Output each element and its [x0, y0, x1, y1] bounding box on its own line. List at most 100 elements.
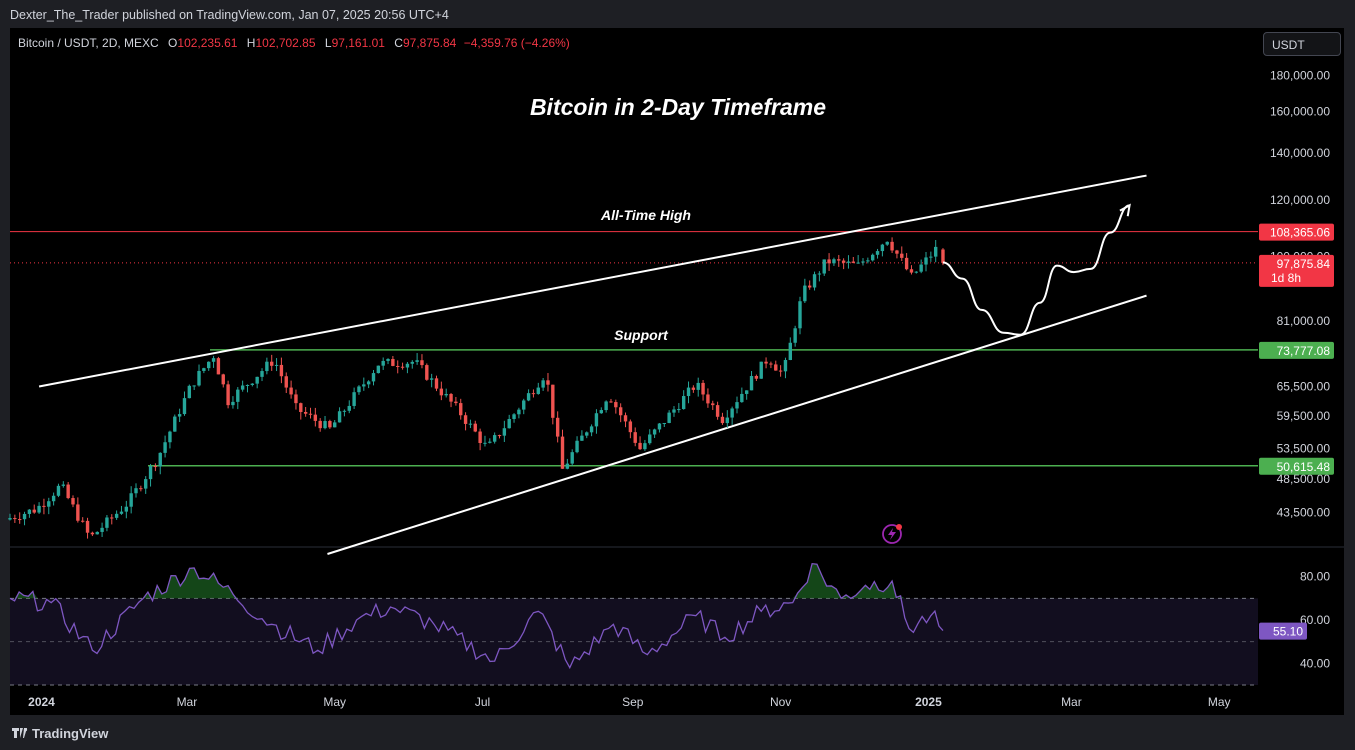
- candle-body: [260, 371, 264, 377]
- candle-body: [366, 381, 371, 385]
- candle-body: [420, 360, 424, 366]
- candle-body: [110, 517, 114, 519]
- candle-body: [17, 519, 22, 521]
- candle-body: [478, 431, 482, 443]
- candle-body: [880, 244, 885, 252]
- candle-body: [759, 361, 763, 379]
- candle-body: [425, 365, 429, 380]
- candle-body: [919, 264, 923, 272]
- candle-body: [856, 262, 860, 264]
- candle-body: [492, 435, 497, 442]
- candle-body: [163, 442, 167, 453]
- candle-body: [449, 393, 453, 402]
- candle-body: [536, 387, 540, 394]
- candle-body: [381, 360, 385, 366]
- candle-body: [240, 385, 245, 390]
- projection-path: [942, 204, 1130, 336]
- candle-body: [265, 361, 269, 372]
- currency-button[interactable]: USDT: [1263, 32, 1341, 56]
- price-axis-tick: 160,000.00: [1270, 105, 1330, 119]
- candle-body: [623, 415, 628, 422]
- publish-bar: Dexter_The_Trader published on TradingVi…: [0, 0, 1355, 28]
- time-axis-tick: 2024: [28, 695, 55, 709]
- candle-body: [904, 257, 909, 270]
- candle-body: [231, 401, 235, 406]
- candle-body: [909, 269, 914, 273]
- candle-body: [81, 520, 85, 522]
- candle-body: [706, 394, 710, 404]
- candle-body: [66, 484, 70, 499]
- candle-body: [289, 387, 293, 395]
- candle-body: [211, 358, 216, 362]
- candle-body: [807, 285, 812, 288]
- candle-body: [459, 403, 463, 416]
- candle-body: [846, 261, 851, 263]
- candle-body: [740, 393, 744, 403]
- candle-body: [648, 434, 652, 444]
- candle-body: [236, 389, 240, 402]
- candle-body: [226, 384, 230, 406]
- candle-body: [100, 527, 104, 532]
- candle-body: [652, 429, 657, 435]
- candle-body: [817, 273, 822, 275]
- candle-body: [158, 452, 162, 467]
- candle-body: [783, 360, 788, 372]
- candle-body: [832, 259, 836, 264]
- candle-body: [197, 370, 201, 386]
- candle-body: [667, 412, 671, 423]
- candle-body: [793, 328, 797, 343]
- candle-body: [565, 463, 570, 469]
- candle-body: [585, 432, 589, 436]
- candle-body: [589, 426, 594, 433]
- price-axis-tick: 53,500.00: [1277, 442, 1331, 456]
- candle-body: [778, 370, 783, 372]
- candle-body: [628, 421, 633, 433]
- candle-body: [618, 407, 623, 416]
- candle-body: [941, 249, 945, 263]
- candle-body: [221, 374, 225, 385]
- candle-body: [22, 513, 27, 520]
- lightning-icon: [882, 524, 902, 544]
- candle-body: [371, 373, 376, 382]
- candle-body: [207, 361, 211, 369]
- candle-body: [827, 259, 831, 264]
- rsi-line: [9, 562, 944, 670]
- rsi-axis-tick: 60.00: [1300, 613, 1330, 627]
- candle-body: [754, 375, 759, 379]
- candle-body: [76, 504, 80, 521]
- candle-body: [934, 246, 938, 257]
- current-price-tag: [1259, 254, 1334, 287]
- symbol-name[interactable]: Bitcoin / USDT, 2D, MEXC: [18, 36, 159, 50]
- candle-body: [308, 413, 313, 415]
- candle-body: [604, 401, 608, 411]
- price-axis-tick: 43,500.00: [1277, 505, 1331, 519]
- candle-body: [202, 368, 206, 371]
- candle-body: [488, 441, 492, 443]
- candle-body: [744, 390, 749, 394]
- support-price-label: 73,777.08: [1277, 344, 1331, 358]
- current-price-label: 97,875.84: [1277, 257, 1331, 271]
- rsi-value-label: 55.10: [1273, 625, 1303, 639]
- lightning-bolt: [888, 528, 896, 540]
- candle-body: [841, 260, 846, 263]
- ath-price-label: 108,365.06: [1270, 226, 1330, 240]
- price-axis-tick: 65,500.00: [1277, 379, 1331, 393]
- candle-body: [153, 466, 158, 468]
- candle-body: [42, 505, 46, 507]
- candle-body: [769, 363, 773, 365]
- close-label: C: [394, 36, 403, 50]
- brand-name: TradingView: [32, 726, 109, 741]
- candle-body: [468, 423, 473, 425]
- close-value: 97,875.84: [402, 36, 457, 50]
- candle-body: [405, 363, 410, 368]
- candle-body: [357, 386, 361, 393]
- tradingview-logo[interactable]: TradingView: [12, 726, 108, 741]
- candle-body: [51, 495, 56, 502]
- channel-upper-line: [38, 174, 1147, 388]
- candle-body: [570, 452, 574, 464]
- price-axis-tick: 48,500.00: [1277, 472, 1331, 486]
- candle-body: [342, 410, 347, 412]
- high-value: 102,702.85: [255, 36, 316, 50]
- candle-body: [662, 422, 666, 424]
